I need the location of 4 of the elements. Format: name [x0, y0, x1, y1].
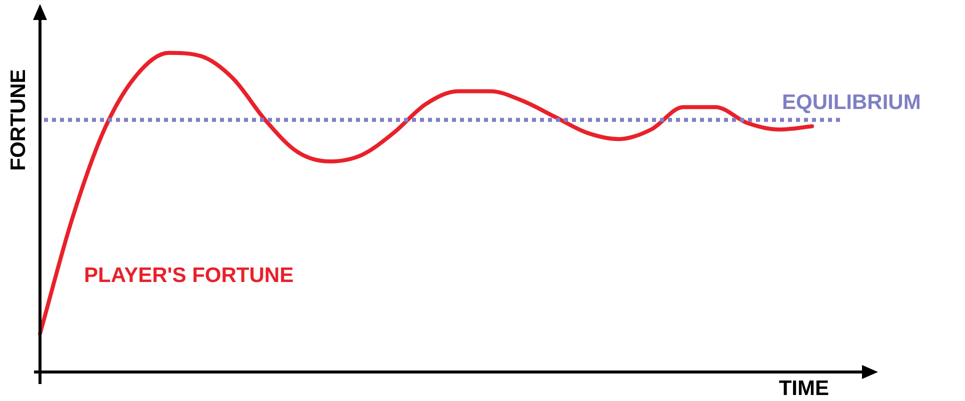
ref-line-label: EQUILIBRIUM	[782, 91, 921, 114]
y-axis-title: FORTUNE	[6, 69, 30, 171]
series-label: PLAYER'S FORTUNE	[84, 264, 294, 288]
x-axis-title: TIME	[778, 376, 829, 400]
